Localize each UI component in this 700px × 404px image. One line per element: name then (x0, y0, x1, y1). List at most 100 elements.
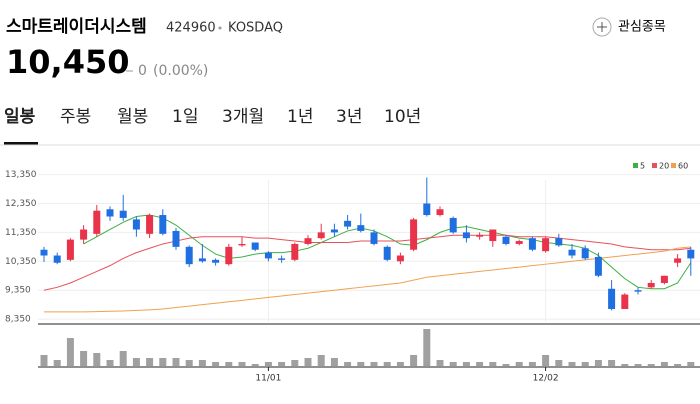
volume-bar (383, 362, 391, 366)
candle-body (423, 203, 431, 216)
volume-bar (357, 362, 365, 366)
candle-body (528, 238, 536, 250)
candle-body (555, 238, 563, 246)
volume-bar (344, 362, 352, 366)
volume-bar (674, 364, 682, 366)
volume-bar (634, 364, 642, 366)
legend-label: 5 (640, 162, 645, 171)
candle-body (660, 275, 668, 283)
volume-bar (119, 351, 127, 366)
candle-body (687, 249, 695, 259)
candle-body (383, 246, 391, 260)
volume-bar (264, 362, 272, 366)
candle-body (238, 243, 246, 246)
market: KOSDAQ (228, 21, 283, 36)
volume-bar (489, 362, 497, 366)
volume-bar (225, 362, 233, 366)
volume-bar (251, 364, 259, 366)
candle-body (212, 259, 220, 263)
tab[interactable]: 주봉 (60, 107, 91, 127)
y-tick-label: 9,350 (5, 286, 31, 296)
volume-bar (238, 362, 246, 366)
candle-body (462, 232, 470, 239)
legend-label: 20 (659, 162, 669, 171)
volume-bar (185, 360, 193, 366)
tab[interactable]: 월봉 (117, 107, 148, 127)
legend-label: 60 (678, 162, 688, 171)
candle-body (502, 236, 510, 244)
volume-bar (410, 355, 418, 366)
y-tick-label: 8,350 (5, 315, 31, 325)
tab[interactable]: 1년 (287, 107, 313, 127)
candle-body (40, 249, 48, 256)
volume-bar (304, 358, 312, 366)
candle-body (66, 239, 74, 260)
tab[interactable]: 일봉 (4, 107, 36, 127)
candle-body (370, 232, 378, 244)
x-tick-label: 12/02 (533, 374, 559, 384)
volume-bar (146, 358, 154, 366)
candle-body (317, 232, 325, 239)
candle-body (594, 256, 602, 276)
tab-underline (4, 142, 38, 145)
candle-body (304, 238, 312, 244)
volume-bar (291, 360, 299, 366)
legend-swatch (652, 163, 657, 168)
volume-bar (687, 362, 695, 366)
volume-bar (317, 355, 325, 366)
volume-bar (476, 362, 484, 366)
candle-body (344, 220, 352, 227)
volume-bar (66, 338, 74, 366)
candle-body (396, 255, 404, 262)
candle-body (251, 242, 259, 250)
volume-bar (502, 364, 510, 366)
volume-bar (80, 351, 88, 366)
candle-body (674, 258, 682, 263)
volume-bar (396, 362, 404, 366)
y-tick-label: 11,350 (5, 228, 37, 238)
legend-swatch (671, 163, 676, 168)
candle-body (93, 210, 101, 234)
volume-bar (198, 360, 206, 366)
ma-line (44, 246, 691, 313)
candle-body (146, 215, 154, 234)
candle-body (185, 246, 193, 265)
watch-icon (592, 17, 612, 37)
volume-bar (93, 353, 101, 366)
volume-bar (528, 362, 536, 366)
candle-body (621, 294, 629, 309)
tab[interactable]: 3년 (336, 107, 362, 127)
volume-bar (555, 360, 563, 366)
volume-bar (568, 362, 576, 366)
y-tick-label: 10,350 (5, 257, 37, 267)
candle-body (80, 229, 88, 240)
volume-bar (462, 362, 470, 366)
candle-body (542, 238, 550, 252)
volume-bar (436, 360, 444, 366)
candle-body (119, 210, 127, 218)
candle-body (647, 282, 655, 288)
candle-body (581, 248, 589, 259)
ma-line (43, 234, 691, 291)
candle-body (410, 219, 418, 250)
volume-bar (594, 360, 602, 366)
tab[interactable]: 3개월 (222, 107, 264, 127)
candle-body (172, 230, 180, 247)
volume-bar (515, 362, 523, 366)
volume-bar (172, 358, 180, 366)
plus (597, 22, 607, 32)
tab[interactable]: 1일 (172, 107, 198, 127)
volume-bar (330, 358, 338, 366)
volume-bar (608, 360, 616, 366)
candle-body (159, 215, 167, 234)
tab[interactable]: 10년 (384, 107, 421, 127)
volume-bar (542, 355, 550, 366)
volume-bar (106, 360, 114, 366)
volume-bar (159, 358, 167, 366)
watch-button[interactable]: 관심종목 (592, 17, 666, 37)
y-tick-label: 12,350 (5, 199, 37, 209)
volume-bar (370, 362, 378, 366)
watch-label[interactable]: 관심종목 (618, 20, 666, 35)
y-tick-label: 13,350 (5, 170, 37, 180)
